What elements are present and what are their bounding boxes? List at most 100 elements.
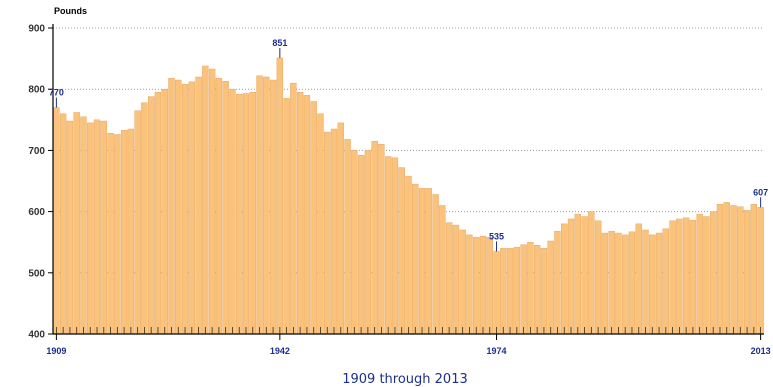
bar-1917	[107, 133, 114, 335]
bar-1947	[310, 101, 317, 335]
bar-1974	[493, 251, 500, 335]
bar-1950	[330, 128, 338, 335]
bar-1983	[554, 230, 561, 335]
bar-1939	[256, 75, 263, 335]
bar-1998	[655, 232, 663, 335]
bar-1988	[588, 211, 595, 335]
bar-1995	[635, 223, 642, 335]
bar-2009	[730, 205, 737, 335]
bar-2003	[689, 219, 697, 335]
y-tick-label-400: 400	[28, 330, 45, 341]
label-layer: 400 500 600 700 800 900 1909 1942 1974 2013 770 851…	[28, 24, 770, 357]
bar-1935	[229, 88, 236, 335]
annotation-label-2013: 607	[753, 187, 768, 197]
bar-1915	[93, 119, 101, 335]
bar-1984	[561, 223, 568, 335]
bar-1920	[127, 128, 135, 335]
bar-1976	[506, 248, 514, 335]
bar-1967	[445, 222, 453, 335]
bar-1982	[547, 240, 554, 335]
bar-1929	[188, 81, 195, 335]
bar-1926	[168, 77, 175, 335]
bar-1992	[615, 232, 622, 335]
bar-1963	[418, 188, 426, 335]
bar-1936	[236, 93, 243, 335]
bar-1940	[263, 76, 270, 335]
bar-1911	[66, 120, 74, 335]
bar-2001	[676, 218, 683, 335]
y-tick-label-700: 700	[28, 146, 45, 157]
bar-1949	[324, 131, 331, 335]
y-tick-label-500: 500	[28, 268, 45, 279]
bar-1952	[344, 139, 351, 335]
bar-1991	[608, 230, 615, 335]
bar-1958	[385, 156, 392, 335]
bar-1986	[574, 213, 581, 335]
bar-1946	[303, 95, 311, 335]
bar-1921	[134, 110, 141, 335]
bar-1970	[466, 234, 473, 335]
bar-1933	[215, 77, 223, 335]
bar-1955	[364, 150, 372, 335]
x-tick-label-1942: 1942	[270, 346, 290, 356]
bar-2005	[703, 216, 710, 335]
annotation-label-1974: 535	[489, 231, 504, 241]
bar-2010	[737, 206, 744, 335]
bar-1916	[100, 120, 107, 335]
bar-1945	[296, 92, 304, 335]
bar-1981	[540, 248, 548, 335]
bar-2002	[682, 217, 690, 335]
bar-1990	[601, 232, 609, 335]
bar-1956	[371, 141, 378, 335]
bar-1975	[500, 248, 507, 335]
bar-1977	[513, 246, 521, 335]
bar-1924	[154, 92, 162, 335]
x-axis-label: 1909 through 2013	[342, 372, 468, 387]
x-tick-label-2013: 2013	[751, 346, 771, 356]
bar-1909	[53, 107, 60, 335]
bar-1951	[337, 122, 344, 335]
bar-1979	[527, 241, 534, 335]
bar-1941	[269, 79, 277, 335]
bar-layer	[53, 57, 764, 335]
bar-1961	[405, 175, 412, 335]
y-tick-label-800: 800	[28, 85, 45, 96]
bar-1913	[80, 116, 87, 335]
bar-1953	[351, 150, 358, 335]
axis-layer	[48, 24, 764, 340]
bar-1999	[662, 228, 669, 335]
y-axis-label: Pounds	[54, 6, 87, 16]
bar-1934	[222, 81, 229, 335]
bar-1980	[533, 245, 541, 335]
bar-1912	[73, 112, 80, 335]
annotation-label-1909: 770	[49, 88, 64, 98]
bar-1962	[412, 183, 419, 335]
bar-1966	[439, 205, 446, 335]
bar-1930	[195, 76, 202, 335]
bar-1948	[317, 113, 324, 335]
bar-1922	[141, 102, 148, 335]
bar-1994	[628, 231, 636, 335]
y-tick-label-900: 900	[28, 24, 45, 35]
bar-1985	[567, 218, 575, 335]
bar-1989	[594, 220, 602, 335]
bar-1971	[473, 237, 480, 335]
bar-2006	[710, 211, 717, 335]
bar-1943	[283, 98, 290, 335]
bar-1914	[87, 122, 94, 335]
bar-2004	[696, 213, 703, 335]
bar-1978	[520, 244, 527, 335]
bar-1944	[290, 82, 297, 335]
bar-1928	[181, 84, 189, 335]
x-tick-label-1909: 1909	[46, 346, 66, 356]
bar-1937	[242, 93, 250, 335]
bar-1969	[459, 229, 466, 335]
bar-2008	[723, 202, 730, 335]
bar-2012	[750, 204, 758, 335]
bar-1968	[452, 224, 460, 335]
x-tick-label-1974: 1974	[487, 346, 507, 356]
bar-1931	[202, 65, 209, 335]
bar-1964	[425, 188, 433, 335]
bar-1925	[161, 88, 168, 335]
